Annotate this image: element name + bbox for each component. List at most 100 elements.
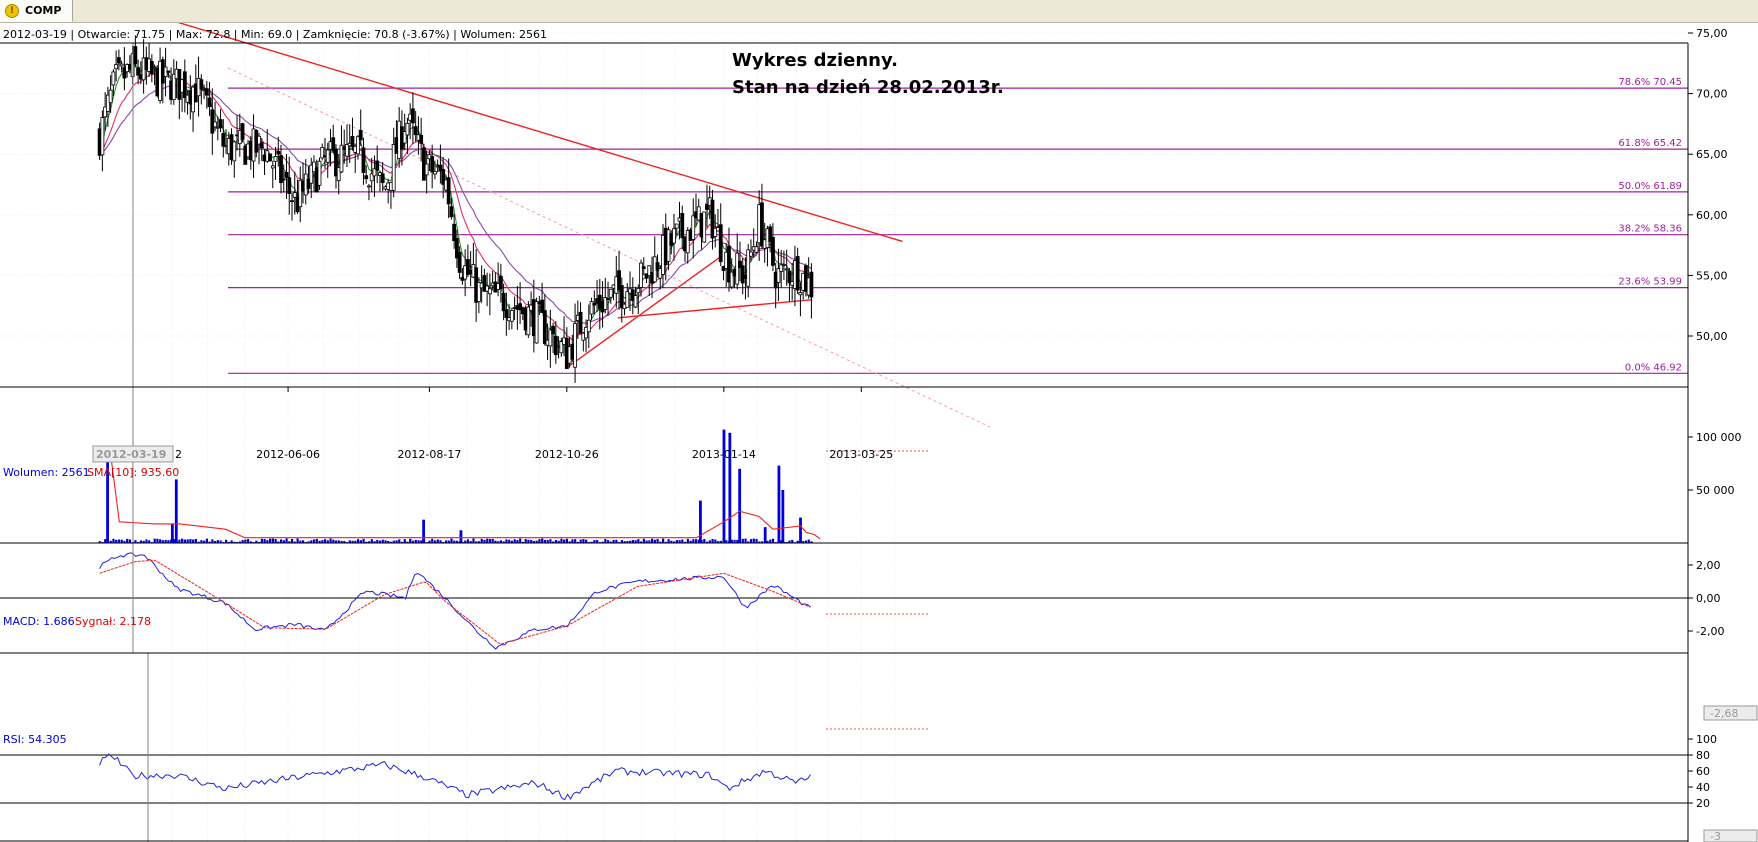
volume-bar xyxy=(683,541,687,543)
volume-bar xyxy=(189,539,192,543)
candle-body xyxy=(380,173,385,184)
candle-body xyxy=(603,297,608,310)
volume-bar xyxy=(552,541,555,543)
candle-body xyxy=(691,215,696,240)
candle-body xyxy=(298,179,303,208)
cursor-date-suffix: 2 xyxy=(175,448,182,461)
volume-bar xyxy=(749,539,753,543)
candle-body xyxy=(446,177,451,205)
volume-bar xyxy=(719,540,722,543)
volume-bar xyxy=(260,538,263,543)
fib-guide xyxy=(227,67,991,428)
candle-body xyxy=(589,301,594,315)
volume-bar xyxy=(326,540,329,543)
candle-body xyxy=(553,335,558,356)
x-tick-label: 2012-06-06 xyxy=(256,448,320,461)
rsi-label: RSI: 54.305 xyxy=(3,733,67,746)
candle-body xyxy=(218,119,223,129)
volume-bar xyxy=(519,538,522,543)
volume-bar xyxy=(444,540,448,543)
candle-body xyxy=(358,130,363,141)
candle-body xyxy=(122,67,127,79)
candle-body xyxy=(798,292,803,296)
volume-spike xyxy=(174,479,178,543)
volume-bar xyxy=(656,539,659,543)
volume-bar xyxy=(436,539,439,543)
candle-body xyxy=(633,295,638,308)
candle-body xyxy=(441,169,446,185)
volume-bar xyxy=(675,540,678,543)
volume-bar xyxy=(527,539,530,543)
candle-body xyxy=(740,265,745,284)
rsi-cursor-box xyxy=(1703,829,1758,842)
volume-bar xyxy=(626,540,629,543)
volume-bar xyxy=(524,539,527,543)
volume-bar xyxy=(205,538,209,543)
macd-cursor-value: -2,68 xyxy=(1710,707,1738,720)
volume-bar xyxy=(664,541,667,543)
macd-line xyxy=(99,552,811,650)
tab-comp[interactable]: ! COMP xyxy=(0,0,73,22)
volume-bar xyxy=(574,539,577,543)
volume-bar xyxy=(681,539,684,543)
volume-bar xyxy=(497,541,500,543)
candle-body xyxy=(487,288,492,295)
candle-body xyxy=(454,237,459,259)
candle-body xyxy=(680,213,685,239)
candle-body xyxy=(334,148,338,177)
candle-body xyxy=(710,199,715,239)
rsi-cursor-value: -3 xyxy=(1710,830,1721,842)
candle-body xyxy=(771,236,775,266)
volume-bar xyxy=(475,541,478,543)
candle-body xyxy=(312,161,316,173)
volume-bar xyxy=(596,539,599,543)
volume-bar xyxy=(450,538,453,543)
volume-spike xyxy=(722,429,726,543)
candle-body xyxy=(735,252,740,285)
candle-body xyxy=(672,228,676,244)
candle-body xyxy=(257,135,261,145)
volume-bar xyxy=(634,540,637,543)
volume-spike xyxy=(170,523,174,543)
candle-body xyxy=(644,273,649,279)
volume-bar xyxy=(208,541,211,543)
candle-body xyxy=(606,298,610,300)
volume-bar xyxy=(472,538,475,543)
volume-bar xyxy=(101,541,104,543)
trendline xyxy=(177,23,903,243)
volume-bar xyxy=(249,541,252,543)
volume-bar xyxy=(590,541,593,543)
volume-bar xyxy=(197,541,200,543)
volume-bar xyxy=(780,540,783,543)
volume-bar xyxy=(607,540,610,543)
volume-bar xyxy=(181,538,184,543)
candle-body xyxy=(152,66,157,69)
candle-body xyxy=(339,144,344,173)
candle-body xyxy=(103,106,108,118)
volume-bar xyxy=(442,541,445,543)
volume-spike xyxy=(763,527,767,543)
candle-body xyxy=(306,178,311,190)
candle-body xyxy=(413,126,418,136)
volume-bar xyxy=(549,539,552,543)
volume-bar xyxy=(411,540,415,543)
candle-body xyxy=(405,122,410,136)
volume-bar xyxy=(356,539,360,543)
candle-body xyxy=(199,79,204,89)
candle-body xyxy=(268,153,272,162)
candle-body xyxy=(116,57,121,64)
candle-body xyxy=(619,285,624,308)
volume-bar xyxy=(332,539,335,543)
volume-bar xyxy=(337,540,340,543)
volume-bar xyxy=(486,538,489,543)
volume-bar xyxy=(480,538,483,543)
candle-body xyxy=(540,299,544,313)
volume-spike xyxy=(106,447,109,543)
volume-bar xyxy=(109,540,112,543)
volume-bar xyxy=(541,538,544,543)
candle-body xyxy=(402,131,407,144)
volume-bar xyxy=(513,539,516,543)
volume-bar xyxy=(296,538,299,543)
volume-spike xyxy=(699,500,702,543)
